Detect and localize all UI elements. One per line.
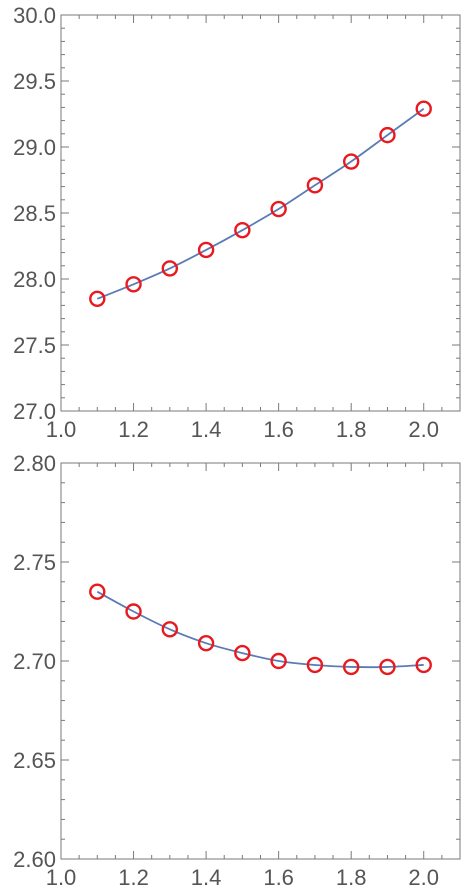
data-point — [125, 603, 142, 620]
data-point — [415, 656, 432, 674]
x-tick-label: 1.8 — [336, 865, 367, 890]
x-tick-label: 1.6 — [263, 417, 294, 442]
data-point — [197, 241, 215, 259]
plot-frame — [60, 14, 461, 412]
y-tick-label: 29.5 — [13, 69, 56, 94]
data-point — [379, 658, 396, 676]
x-tick-label: 1.4 — [191, 865, 222, 890]
plot-bottom: 1.0 1.2 1.4 1.6 1.8 2.0 2.60 2.65 2.70 2.75 2.80 — [13, 451, 461, 890]
y-tick-label: 2.70 — [13, 649, 56, 674]
x-tick-label: 1.4 — [191, 417, 222, 442]
data-point — [197, 634, 215, 652]
y-tick-label: 27.5 — [13, 333, 56, 358]
y-tick-label: 2.80 — [13, 451, 56, 476]
y-tick-label: 29.0 — [13, 135, 56, 160]
data-point — [161, 621, 179, 638]
data-point — [270, 652, 287, 670]
data-point — [342, 658, 360, 676]
data-point — [415, 100, 432, 117]
series-line — [96, 590, 424, 669]
data-point — [306, 656, 324, 674]
y-tick-label: 2.60 — [13, 847, 56, 872]
x-tick-label: 2.0 — [408, 865, 439, 890]
x-tick-label: 1.2 — [118, 865, 149, 890]
data-point — [125, 276, 142, 293]
y-tick-label: 27.0 — [13, 399, 56, 424]
x-tick-label: 1.8 — [336, 417, 367, 442]
plot-top: 1.0 1.2 1.4 1.6 1.8 2.0 27.0 27.5 28.0 28.5 29.0 29… — [13, 3, 461, 442]
data-point — [161, 260, 179, 277]
data-point — [379, 126, 396, 144]
y-tick-label: 30.0 — [13, 3, 56, 28]
x-tick-label: 1.6 — [263, 865, 294, 890]
series-line — [96, 107, 425, 300]
x-tick-label: 1.0 — [46, 865, 77, 890]
y-tick-label: 2.65 — [13, 748, 56, 773]
data-point — [234, 644, 251, 662]
data-point — [89, 583, 106, 600]
x-tick-label: 1.0 — [46, 417, 77, 442]
data-point — [89, 290, 106, 307]
data-point — [342, 153, 360, 170]
y-tick-label: 28.5 — [13, 201, 56, 226]
x-tick-label: 1.2 — [118, 417, 149, 442]
y-tick-label: 28.0 — [13, 267, 56, 292]
data-point — [270, 200, 287, 218]
data-point — [306, 177, 324, 194]
plot-frame — [60, 462, 461, 860]
data-point — [234, 221, 251, 239]
x-tick-label: 2.0 — [408, 417, 439, 442]
y-tick-label: 2.75 — [13, 550, 56, 575]
